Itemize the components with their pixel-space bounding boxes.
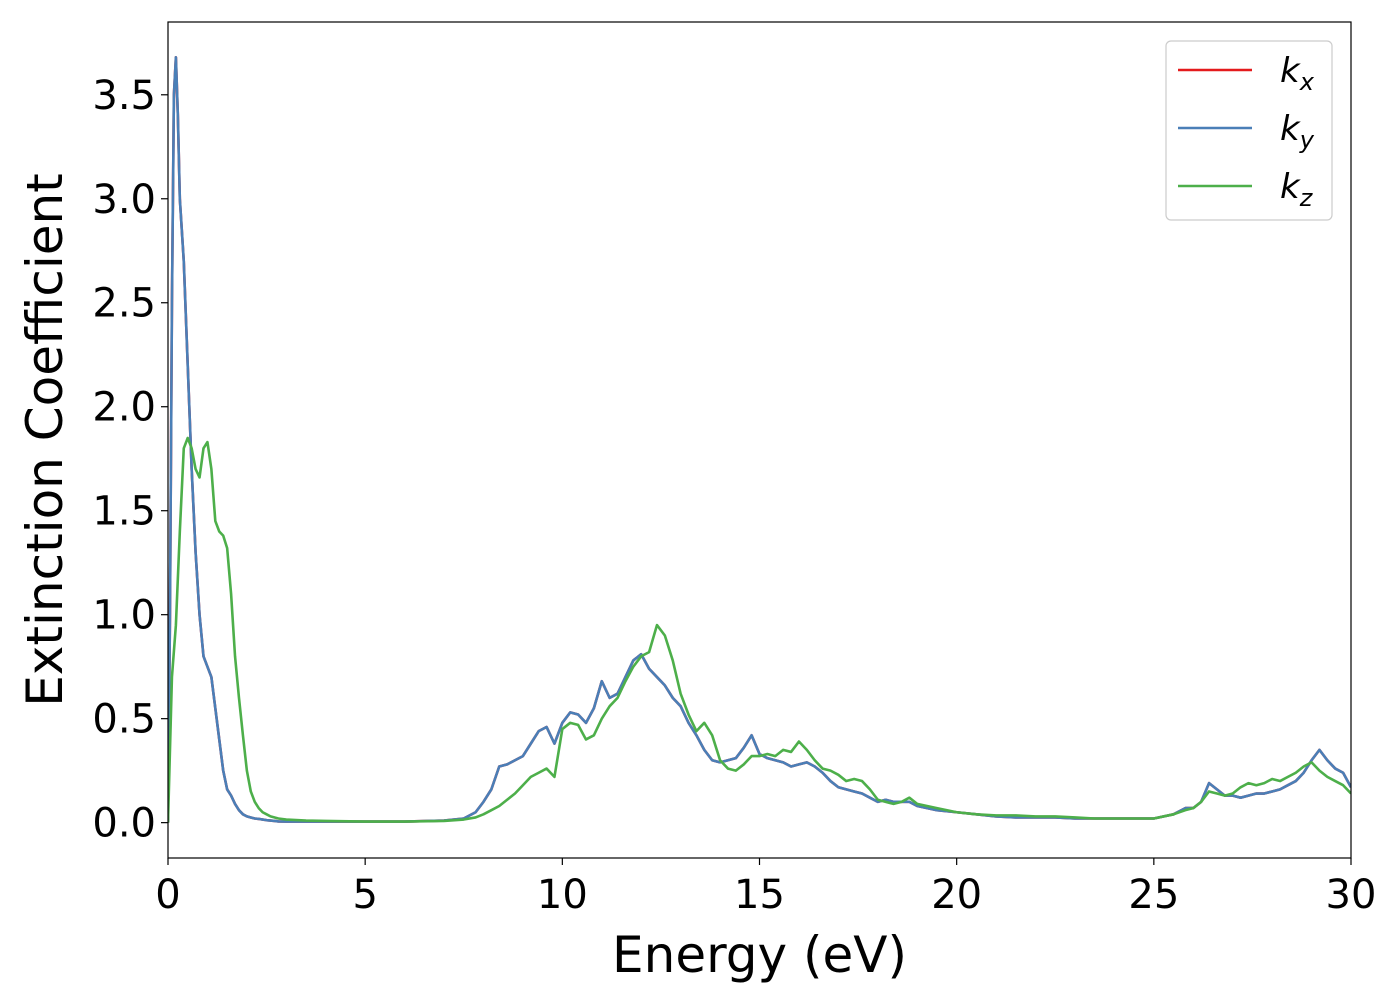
- y-tick-label: 1.5: [92, 489, 156, 535]
- x-tick-label: 20: [931, 872, 982, 918]
- x-tick-label: 0: [155, 872, 180, 918]
- y-tick-label: 0.0: [92, 801, 156, 847]
- y-axis-ticks: 0.0 0.5 1.0 1.5 2.0 2.5 3.0 3.5: [92, 73, 168, 847]
- x-axis-label: Energy (eV): [612, 926, 907, 984]
- series-lines: [168, 56, 1351, 823]
- series-line-z: [168, 436, 1351, 823]
- y-tick-label: 3.5: [92, 73, 156, 119]
- x-tick-label: 5: [352, 872, 377, 918]
- x-axis-ticks: 0 5 10 15 20 25 30: [155, 858, 1376, 918]
- x-tick-label: 15: [734, 872, 785, 918]
- y-tick-label: 2.5: [92, 281, 156, 327]
- legend-label-x: kx: [1280, 51, 1315, 96]
- legend-label-z: kz: [1280, 167, 1314, 212]
- x-tick-label: 30: [1326, 872, 1377, 918]
- plot-frame: [167, 21, 1352, 859]
- y-tick-label: 3.0: [92, 177, 156, 223]
- x-tick-label: 25: [1128, 872, 1179, 918]
- legend: kx ky kz: [1165, 40, 1333, 221]
- y-tick-label: 1.0: [92, 593, 156, 639]
- legend-box: [1165, 40, 1333, 221]
- y-axis-label: Extinction Coefficient: [16, 173, 74, 707]
- x-tick-label: 10: [537, 872, 588, 918]
- y-tick-label: 2.0: [92, 385, 156, 431]
- legend-label-y: ky: [1280, 109, 1315, 154]
- y-tick-label: 0.5: [92, 697, 156, 743]
